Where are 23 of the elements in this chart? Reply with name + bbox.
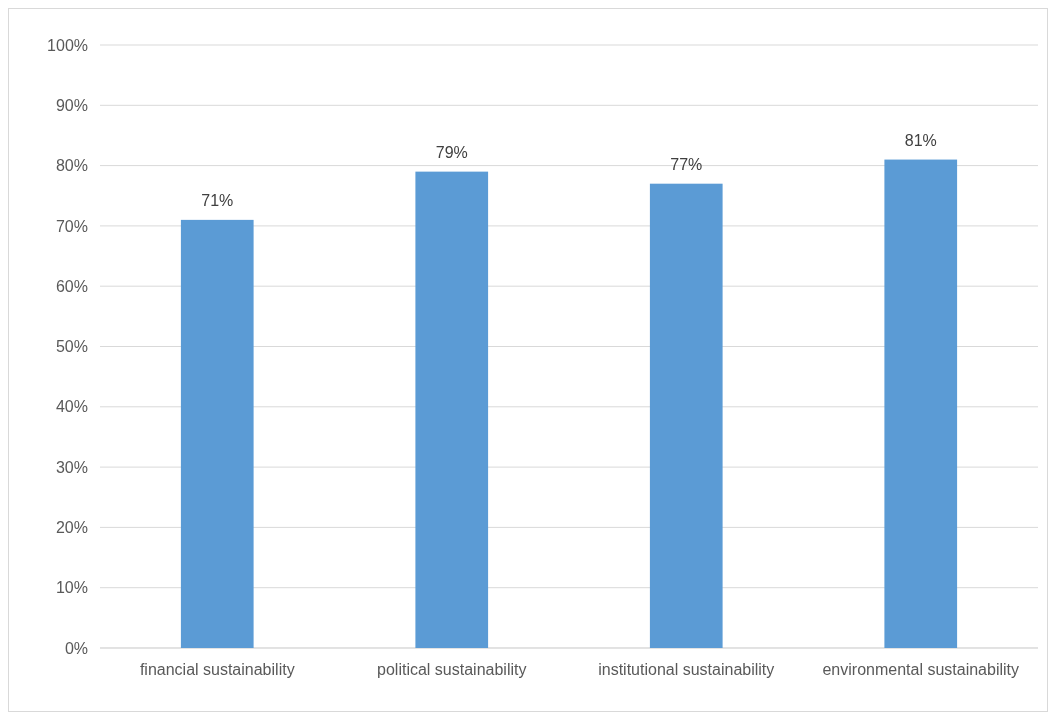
x-tick-label: institutional sustainability	[598, 661, 775, 678]
x-tick-label: environmental sustainability	[822, 661, 1020, 678]
y-tick-label: 70%	[55, 217, 88, 235]
data-label: 77%	[670, 155, 703, 173]
y-tick-label: 60%	[55, 277, 88, 295]
y-tick-label: 80%	[55, 157, 88, 175]
y-tick-label: 0%	[64, 639, 88, 657]
x-tick-label: financial sustainability	[139, 661, 295, 678]
bar	[884, 159, 958, 648]
data-label: 79%	[435, 143, 468, 161]
data-label: 71%	[201, 191, 234, 209]
y-tick-label: 50%	[55, 338, 88, 356]
bar	[415, 171, 489, 648]
x-tick-label: political sustainability	[377, 661, 527, 678]
data-label: 81%	[904, 131, 937, 149]
y-tick-label: 30%	[55, 458, 88, 476]
bar	[180, 219, 254, 648]
y-tick-label: 100%	[47, 36, 88, 54]
y-tick-label: 90%	[55, 96, 88, 114]
bar	[649, 183, 723, 648]
y-tick-label: 40%	[55, 398, 88, 416]
y-tick-label: 10%	[55, 579, 88, 597]
y-tick-label: 20%	[55, 519, 88, 536]
